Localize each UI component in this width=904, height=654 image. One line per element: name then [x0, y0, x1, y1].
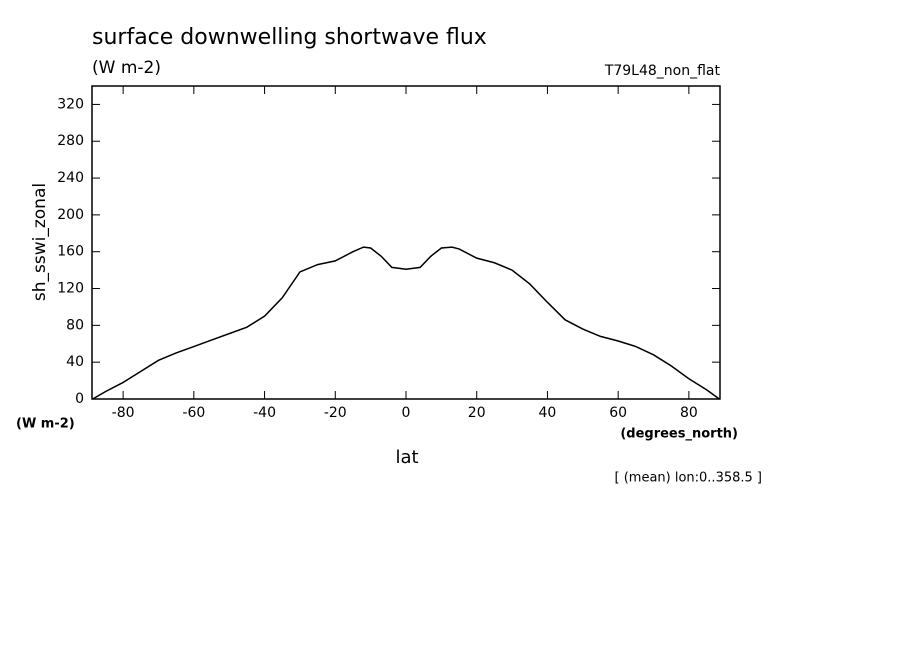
y-tick-label: 120 [57, 281, 84, 297]
x-tick-label: -60 [182, 405, 205, 421]
chart-title: surface downwelling shortwave flux [92, 25, 487, 50]
x-tick-label: 0 [402, 405, 411, 421]
x-tick-label: 80 [680, 405, 698, 421]
subtitle: (W m-2) [92, 58, 161, 78]
y-tick-label: 280 [57, 133, 84, 149]
y-tick-label: 320 [57, 96, 84, 112]
x-tick-label: 20 [468, 405, 486, 421]
y-tick-label: 160 [57, 244, 84, 260]
x-tick-label: 40 [539, 405, 557, 421]
footnote: [ (mean) lon:0..358.5 ] [615, 471, 763, 486]
data-line [92, 246, 720, 400]
x-tick-label: -80 [112, 405, 135, 421]
x-units: (degrees_north) [620, 427, 738, 442]
y-tick-label: 40 [66, 354, 84, 370]
annotation: T79L48_non_flat [604, 63, 721, 79]
y-tick-label: 0 [75, 391, 84, 407]
y-tick-label: 80 [66, 317, 84, 333]
y-tick-label: 240 [57, 170, 84, 186]
x-tick-label: 60 [609, 405, 627, 421]
y-tick-label: 200 [57, 207, 84, 223]
y-units: (W m-2) [16, 417, 75, 432]
x-axis-label: lat [395, 447, 418, 468]
x-tick-label: -40 [253, 405, 276, 421]
x-tick-label: -20 [324, 405, 347, 421]
y-axis-label: sh_sswi_zonal [30, 183, 50, 301]
